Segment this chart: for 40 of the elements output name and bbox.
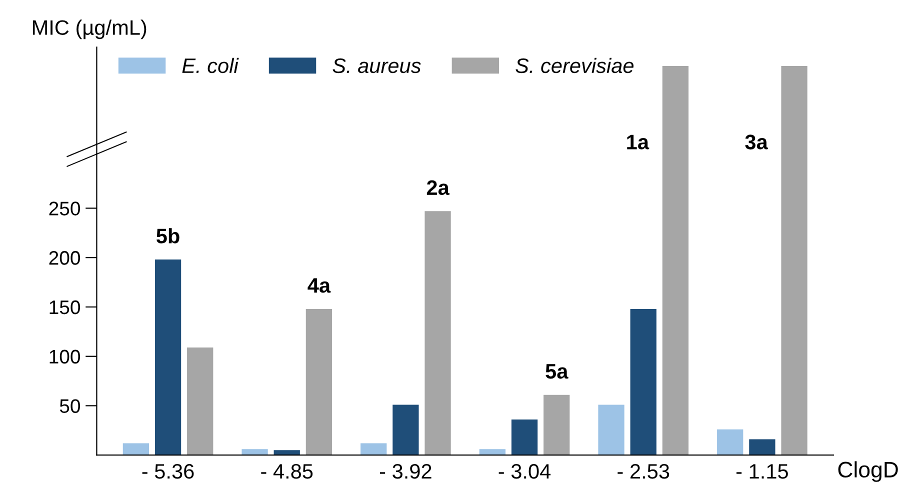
annotation: 5b [156,228,180,244]
bar [479,449,506,456]
bar [749,439,776,456]
bar [122,443,150,456]
legend-label: S. aureus [332,58,421,74]
bar [392,404,419,456]
x-tick-label: - 4.85 [261,464,313,479]
annotation: 2a [426,180,450,196]
bar [424,211,451,456]
annotation: 4a [308,278,331,293]
bar [662,66,689,456]
y-tick-label: 200 [49,251,80,265]
y-axis-title: MIC (µg/mL) [32,20,146,40]
x-tick-label: - 3.92 [380,464,432,479]
y-tick-label: 50 [60,399,80,413]
annotation: 1a [627,134,650,150]
bar [242,449,268,456]
bar [630,308,656,456]
bar [154,260,182,456]
x-tick-label: - 5.36 [142,464,194,479]
x-tick-label: - 1.15 [736,464,788,479]
x-tick-label: - 3.04 [498,464,551,479]
bar [187,347,214,456]
y-tick-label: 250 [49,202,80,216]
bar [781,66,808,456]
legend-label: S. cerevisiae [516,58,634,74]
y-tick-label: 100 [50,350,80,364]
annotation: 5a [546,364,568,379]
bar [717,429,744,456]
bar [598,404,624,456]
bar [274,450,300,456]
x-tick-label: - 2.53 [618,464,670,479]
x-axis-title: ClogD [838,461,898,482]
annotation: 3a [745,134,768,150]
bar [306,308,332,456]
bar [360,443,387,456]
bar [544,394,570,456]
bar [511,420,538,456]
y-tick-label: 150 [50,300,80,314]
legend-label: E. coli [182,58,239,74]
